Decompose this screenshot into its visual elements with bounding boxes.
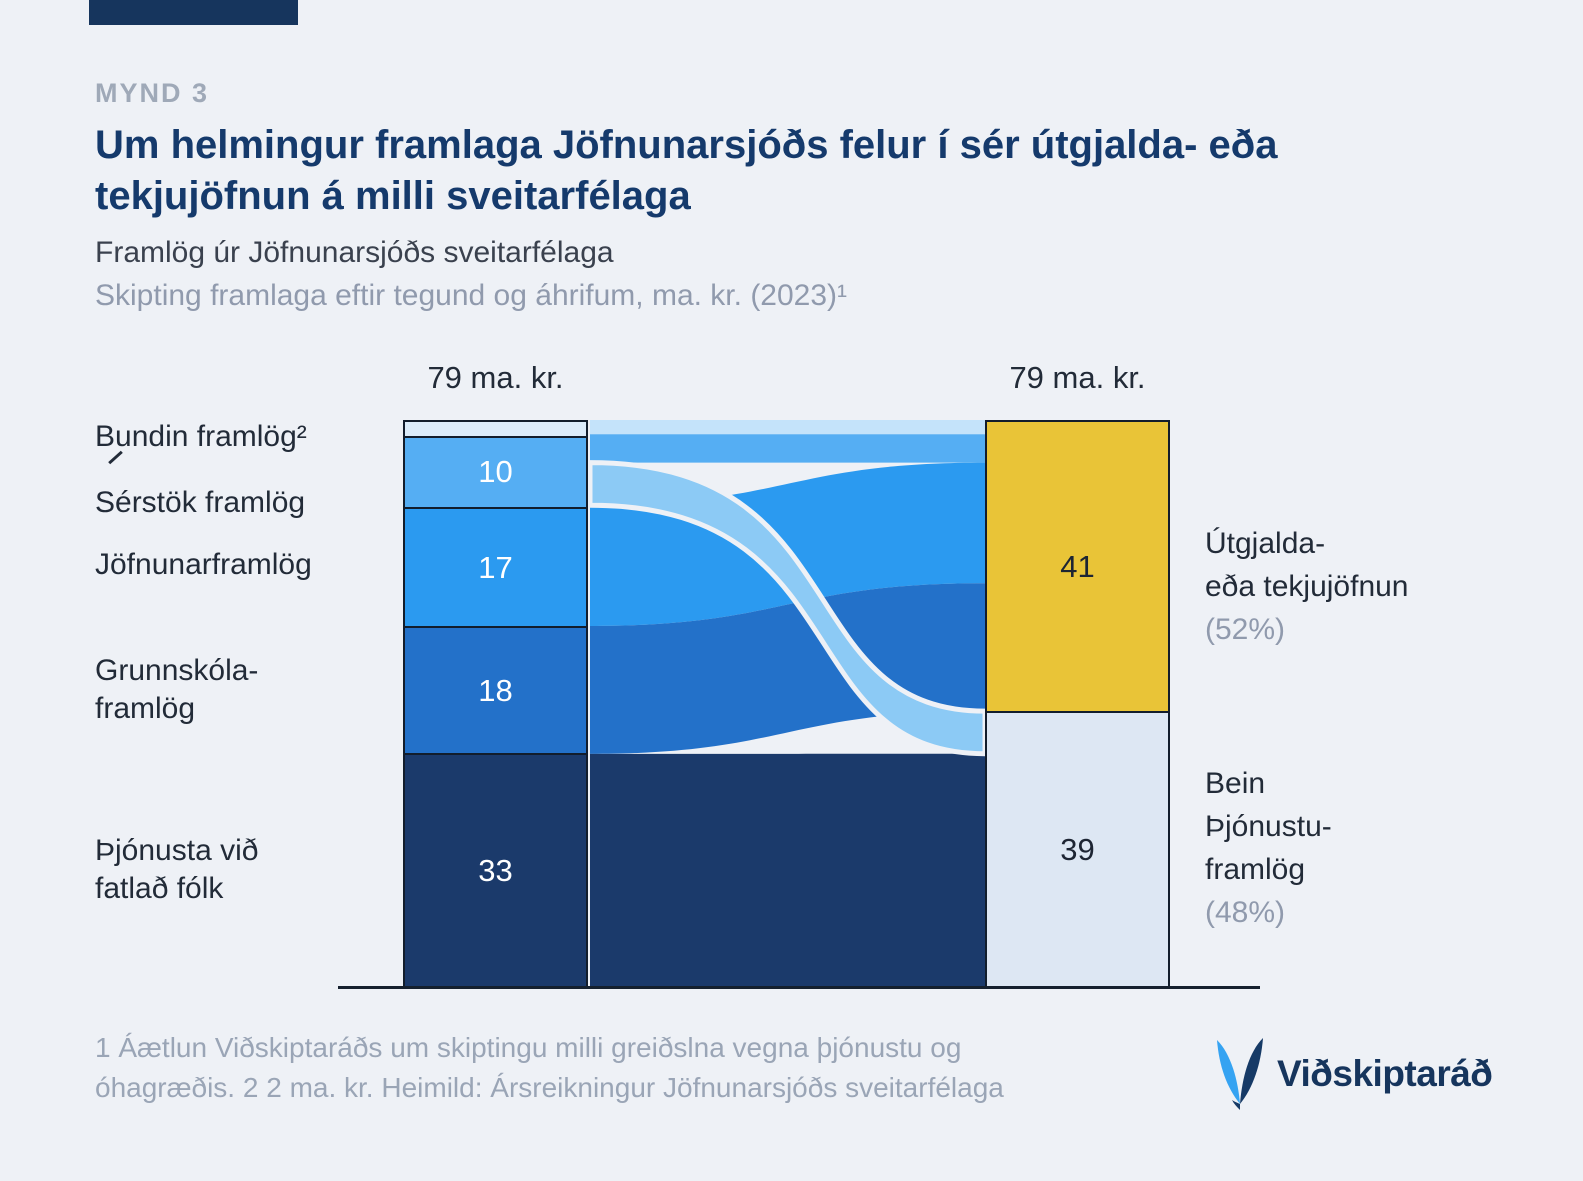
- annotation-bein: Bein Þjónustu- framlög (48%): [1205, 762, 1332, 934]
- bar-segment-thjonusta-vid-fatlad-folk: 33: [405, 753, 586, 986]
- sankey-svg: [590, 420, 985, 988]
- right-stacked-bar: 41 39: [985, 420, 1170, 988]
- segment-value-label: 41: [1060, 548, 1095, 584]
- segment-value-label: 18: [478, 672, 513, 708]
- bar-segment-grunnskolaframlog: 18: [405, 626, 586, 754]
- left-bar-total-label: 79 ma. kr.: [427, 360, 564, 395]
- label-grunnskola-line2: framlög: [95, 692, 196, 725]
- flow-bundin-to-utgjalda: [590, 420, 985, 435]
- annotation-bein-line2: Þjónustu-: [1205, 810, 1332, 843]
- bar-segment-jofnunarframlog: 17: [405, 506, 586, 627]
- segment-value-label: 17: [478, 549, 513, 585]
- chart-subtitle: Framlög úr Jöfnunarsjóðs sveitarfélaga: [95, 236, 614, 269]
- label-thjonusta-line1: Þjónusta við: [95, 834, 259, 867]
- flow-thjonusta-to-bein: [590, 753, 985, 988]
- label-thjonusta: Þjónusta við fatlað fólk: [95, 832, 258, 908]
- bar-segment-bundin-framlog: [405, 422, 586, 437]
- vidskiptarad-logo-icon: [1217, 1038, 1263, 1110]
- x-axis-baseline: [338, 986, 1260, 989]
- footnote-line1: 1 Áætlun Viðskiptaráðs um skiptingu mill…: [95, 1032, 962, 1063]
- annotation-bein-line1: Bein: [1205, 767, 1266, 800]
- bar-segment-utgjalda-eda-tekjujofnun: 41: [987, 422, 1168, 712]
- label-bundin-text: Bundin framlög²: [95, 420, 307, 453]
- right-bar-total-label: 79 ma. kr.: [1009, 360, 1146, 395]
- chart-subtitle-secondary: Skipting framlaga eftir tegund og áhrifu…: [95, 279, 848, 312]
- annotation-bein-line3: framlög: [1205, 853, 1306, 886]
- footnote-line2: óhagræðis. 2 2 ma. kr. Heimild: Ársreikn…: [95, 1072, 1004, 1103]
- segment-value-label: 39: [1060, 831, 1095, 867]
- segment-value-label: 33: [478, 852, 513, 888]
- label-jofnunarframlog: Jöfnunarframlög: [95, 548, 312, 581]
- page-title-line1: Um helmingur framlaga Jöfnunarsjóðs felu…: [95, 123, 1278, 167]
- label-thjonusta-line2: fatlað fólk: [95, 872, 224, 905]
- flow-ribbons: [590, 420, 985, 988]
- flow-serstok-to-bein-crossing: [590, 460, 985, 757]
- annotation-bein-percent: (48%): [1205, 896, 1286, 929]
- figure-number-label: MYND 3: [95, 78, 210, 108]
- annotation-utgjalda-line1: Útgjalda-: [1205, 527, 1326, 560]
- segment-value-label: 10: [478, 454, 513, 490]
- annotation-utgjalda: Útgjalda- eða tekjujöfnun (52%): [1205, 522, 1409, 651]
- label-grunnskolaframlog: Grunnskóla- framlög: [95, 652, 258, 728]
- annotation-utgjalda-percent: (52%): [1205, 613, 1286, 646]
- footnote: 1 Áætlun Viðskiptaráðs um skiptingu mill…: [95, 1028, 1004, 1108]
- bar-segment-bein-thjonustuframlog: 39: [987, 711, 1168, 986]
- label-serstok-framlog: Sérstök framlög: [95, 486, 306, 519]
- left-stacked-bar: 10 17 18 33: [403, 420, 588, 988]
- flow-serstok-to-utgjalda: [590, 434, 985, 463]
- page-title: Um helmingur framlaga Jöfnunarsjóðs felu…: [95, 120, 1277, 222]
- brand-color-bar: [89, 0, 298, 25]
- bar-segment-serstok-framlog: 10: [405, 436, 586, 507]
- page-title-line2: tekjujöfnun á milli sveitarfélaga: [95, 174, 691, 218]
- annotation-utgjalda-line2: eða tekjujöfnun: [1205, 570, 1409, 603]
- logo-text: Viðskiptaráð: [1277, 1053, 1493, 1094]
- label-bundin-framlog: Bundin framlög²: [95, 418, 307, 467]
- label-grunnskola-line1: Grunnskóla-: [95, 654, 259, 687]
- logo: Viðskiptaráð: [1213, 1038, 1493, 1110]
